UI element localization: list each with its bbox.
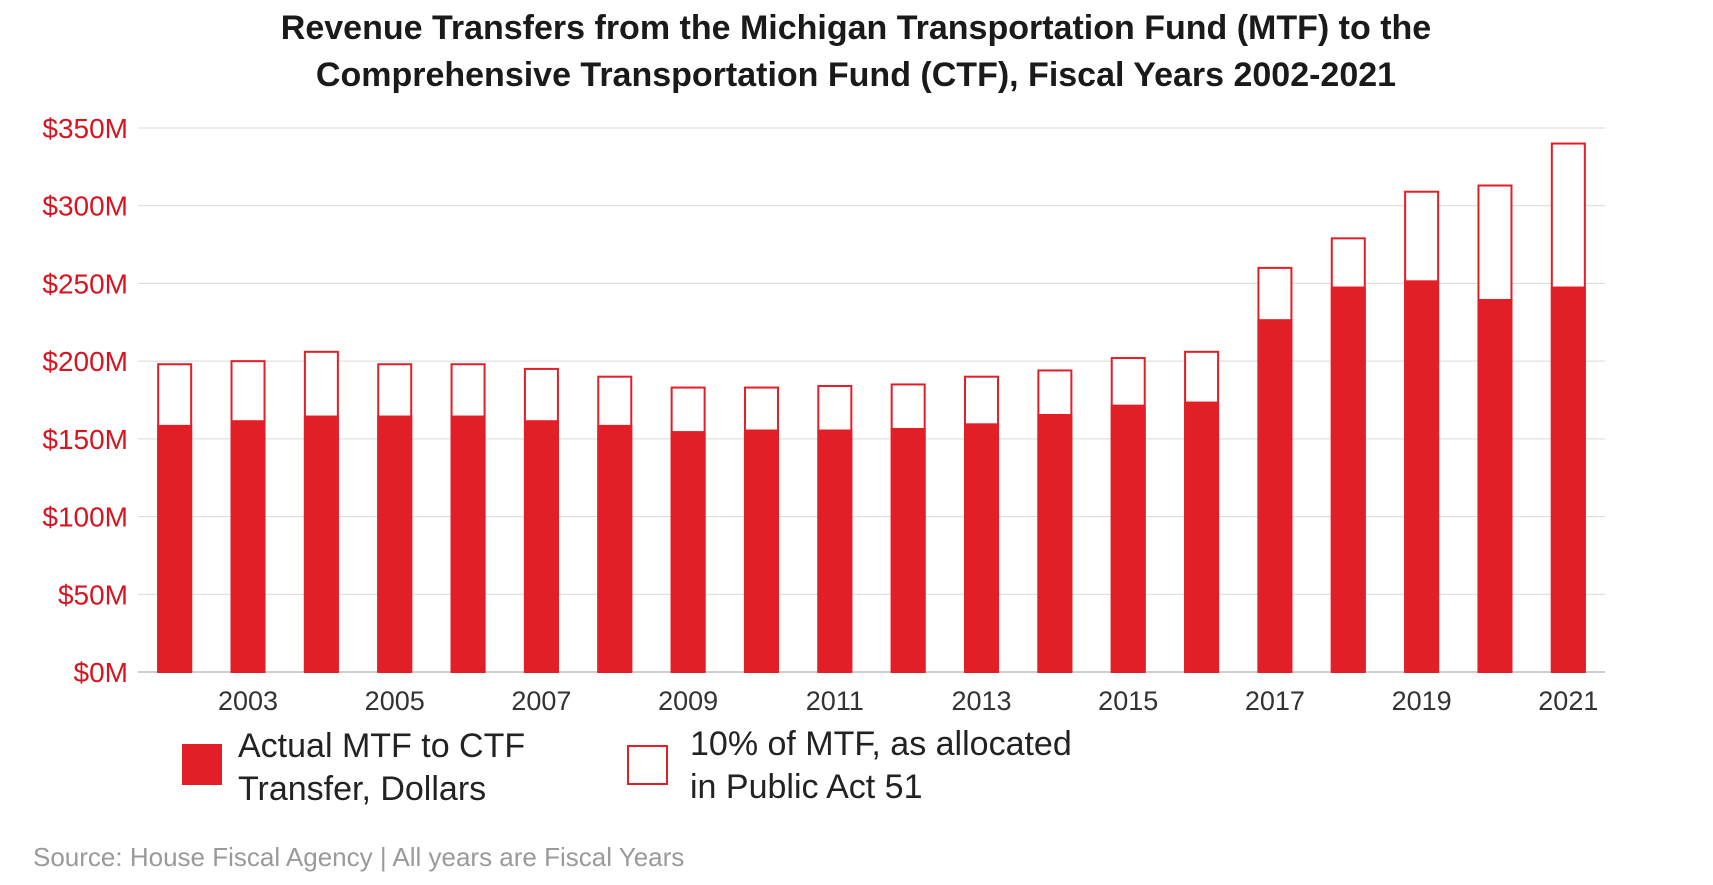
y-tick-label: $300M [42,191,128,222]
bar-actual-2012 [890,427,926,672]
x-tick-label: 2005 [365,686,425,716]
x-tick-label: 2003 [218,686,278,716]
bar-actual-2005 [377,415,413,672]
bar-actual-2020 [1477,298,1513,672]
bar-actual-2019 [1404,280,1440,672]
y-tick-label: $50M [58,579,128,610]
y-tick-label: $350M [42,113,128,144]
legend-label-allocated-line-2: in Public Act 51 [690,768,922,806]
chart-title-line-1: Revenue Transfers from the Michigan Tran… [281,9,1431,47]
x-tick-label: 2021 [1538,686,1598,716]
x-tick-label: 2019 [1392,686,1452,716]
y-tick-label: $200M [42,346,128,377]
x-tick-label: 2015 [1098,686,1158,716]
bar-actual-2009 [670,431,706,672]
legend-label-actual-line-2: Transfer, Dollars [238,770,486,808]
y-tick-label: $100M [42,502,128,533]
bar-actual-2002 [157,424,193,672]
x-tick-label: 2007 [511,686,571,716]
x-axis-tick-labels: 2003 2005 2007 2009 2011 2013 2015 2017 2019 2021 [218,686,1598,716]
x-tick-label: 2011 [806,686,864,716]
x-tick-label: 2013 [951,686,1011,716]
legend-label-allocated-line-1: 10% of MTF, as allocated [690,725,1072,763]
bar-actual-2018 [1330,286,1366,672]
bar-actual-2016 [1184,401,1220,672]
bar-actual-2004 [303,415,339,672]
y-tick-label: $0M [74,657,128,688]
bar-actual-2021 [1550,286,1586,672]
bar-actual-2015 [1110,404,1146,672]
bar-actual-2006 [450,415,486,672]
source-note: Source: House Fiscal Agency | All years … [33,842,684,872]
bar-actual-2003 [230,420,266,672]
chart-title: Revenue Transfers from the Michigan Tran… [281,9,1431,94]
bar-actual-2010 [743,429,779,672]
gridlines [138,127,1605,673]
bar-actual-2014 [1037,413,1073,672]
x-tick-label: 2009 [658,686,718,716]
bar-actual-2008 [597,424,633,672]
legend: Actual MTF to CTF Transfer, Dollars 10% … [182,725,1072,808]
bar-actual-2013 [964,423,1000,672]
bars [157,142,1586,674]
y-tick-label: $150M [42,424,128,455]
bar-actual-2007 [523,420,559,672]
y-axis-tick-labels: $0M $50M $100M $150M $200M $250M $300M $350M [42,113,128,688]
chart-title-line-2: Comprehensive Transportation Fund (CTF),… [316,56,1396,94]
legend-swatch-actual [182,744,222,785]
legend-swatch-allocated [627,745,668,785]
x-tick-label: 2017 [1245,686,1305,716]
bar-actual-2011 [817,429,853,672]
y-tick-label: $250M [42,268,128,299]
bar-actual-2017 [1257,319,1293,672]
legend-label-actual-line-1: Actual MTF to CTF [238,727,525,765]
